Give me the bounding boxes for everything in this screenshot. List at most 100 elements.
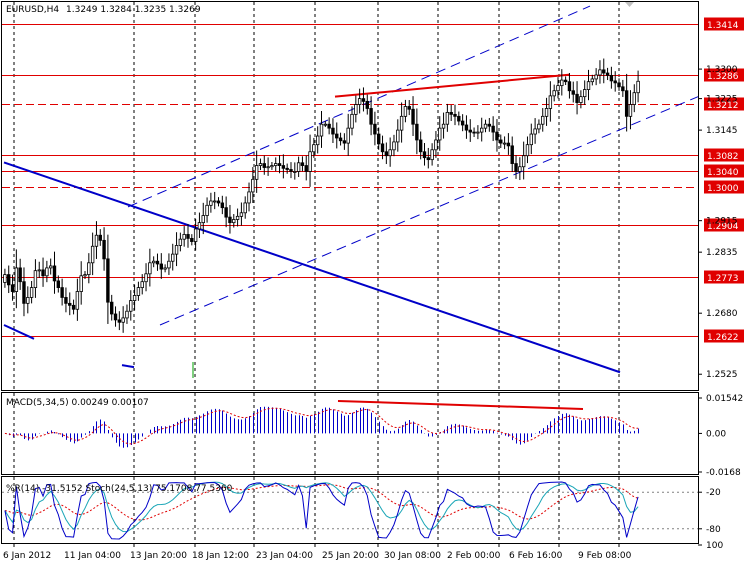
candle-body [377, 133, 381, 145]
candle-body [617, 82, 621, 88]
candle-body [628, 104, 633, 117]
candle-body [418, 139, 423, 153]
candle-body [529, 133, 533, 146]
price-tick-label: 1.3145 [706, 126, 738, 136]
ohlc-values: 1.3249 1.3284 1.3235 1.3269 [66, 5, 201, 15]
candle-body [605, 72, 610, 76]
macd-tick-label: 0.01542 [706, 394, 743, 404]
candle-body [110, 301, 114, 315]
candle-body [590, 78, 595, 83]
candle-body [224, 207, 228, 218]
candle-body [636, 80, 640, 94]
candle-body [624, 90, 629, 117]
candle-body [190, 237, 194, 242]
candle-body [251, 178, 255, 193]
candle-body [132, 295, 137, 301]
candle-body [373, 123, 377, 135]
candle-body [197, 222, 202, 230]
price-panel-frame [1, 1, 699, 391]
candle-body [296, 162, 301, 172]
candle-body [548, 95, 553, 109]
candle-body [537, 123, 541, 130]
candle-body [33, 270, 38, 289]
channel-lower-line [159, 96, 699, 326]
candle-body [266, 166, 270, 169]
level-label: 1.3212 [707, 101, 739, 111]
trendlines[interactable] [3, 5, 699, 378]
level-label-box [704, 148, 744, 162]
candle-body [491, 125, 495, 133]
time-label: 2 Feb 00:00 [447, 551, 501, 561]
candle-body [289, 169, 293, 172]
candle-body [216, 200, 221, 204]
level-label: 1.2904 [707, 222, 739, 232]
candle-body [407, 106, 411, 110]
macd-panel-frame [1, 392, 699, 475]
candle-body [502, 142, 507, 145]
candle-body [129, 300, 133, 312]
wpr-stoch-title: %R(14) -31.5152 Stoch(24,5,13) 75.1708 7… [6, 484, 233, 494]
level-label-box [704, 97, 744, 111]
candle-body [468, 129, 472, 133]
time-axis: 6 Jan 2012 11 Jan 04:00 13 Jan 20:00 18 Jan… [3, 543, 632, 561]
candle-body [243, 202, 247, 214]
candle-body [258, 163, 263, 166]
candle-body [140, 281, 144, 289]
candle-body [499, 139, 503, 144]
level-label: 1.3040 [707, 168, 739, 178]
time-label: 11 Jan 04:00 [64, 551, 121, 561]
candle-body [472, 131, 476, 134]
candle-body [304, 165, 308, 172]
candle-body [388, 149, 392, 157]
candle-body [487, 123, 492, 127]
candle-body [632, 92, 636, 105]
candle-body [71, 304, 76, 310]
candle-body [582, 89, 587, 98]
candle-body [312, 144, 316, 153]
candle-body [102, 239, 106, 260]
candle-body [125, 310, 129, 319]
candle-body [270, 165, 274, 168]
level-label: 1.3000 [707, 184, 739, 194]
candle-body [281, 165, 286, 169]
candle-body [155, 260, 160, 265]
candle-body [90, 245, 95, 264]
candle-body [254, 165, 259, 180]
candle-body [136, 287, 141, 296]
level-label-box [704, 17, 744, 31]
wpr-line [4, 481, 639, 540]
candle-body [354, 104, 358, 115]
wpr-tick-label: -80 [706, 525, 721, 535]
chart-shift-marker-icon[interactable] [625, 2, 634, 7]
period-separators [13, 2, 620, 543]
candle-body [64, 297, 68, 304]
candle-body [52, 265, 57, 282]
level-label-box [704, 329, 744, 343]
candle-body [22, 281, 26, 304]
horizontal-levels[interactable]: 1.3414 1.3286 1.3212 1.3082 1.3040 1.3000 1.29… [2, 17, 744, 344]
time-label: 18 Jan 12:00 [192, 551, 249, 561]
candle-body [182, 234, 186, 240]
candle-body [426, 157, 431, 161]
candle-body [541, 115, 545, 125]
downtrend-line-stub [3, 324, 35, 340]
time-label: 6 Feb 16:00 [509, 551, 563, 561]
candle-body [178, 238, 183, 246]
candle-body [586, 81, 591, 90]
candle-body [483, 123, 488, 129]
candle-body [14, 267, 19, 292]
macd-tick-label: -0.0168 [706, 468, 741, 478]
candle-body [350, 113, 354, 129]
chart-header: EURUSD,H4 1.3249 1.3284 1.3235 1.3269 [6, 5, 201, 15]
candle-body [10, 284, 15, 292]
macd-tick-label: 0.00 [706, 429, 726, 439]
candle-body [68, 302, 72, 306]
candle-body [45, 267, 49, 277]
candle-body [521, 155, 526, 168]
macd-histogram: 0.01542 0.00 -0.0168 [4, 394, 743, 478]
candle-body [560, 79, 564, 87]
candle-body [79, 275, 83, 292]
wpr-tick-label: 100 [706, 541, 723, 551]
level-label-box [704, 164, 744, 178]
